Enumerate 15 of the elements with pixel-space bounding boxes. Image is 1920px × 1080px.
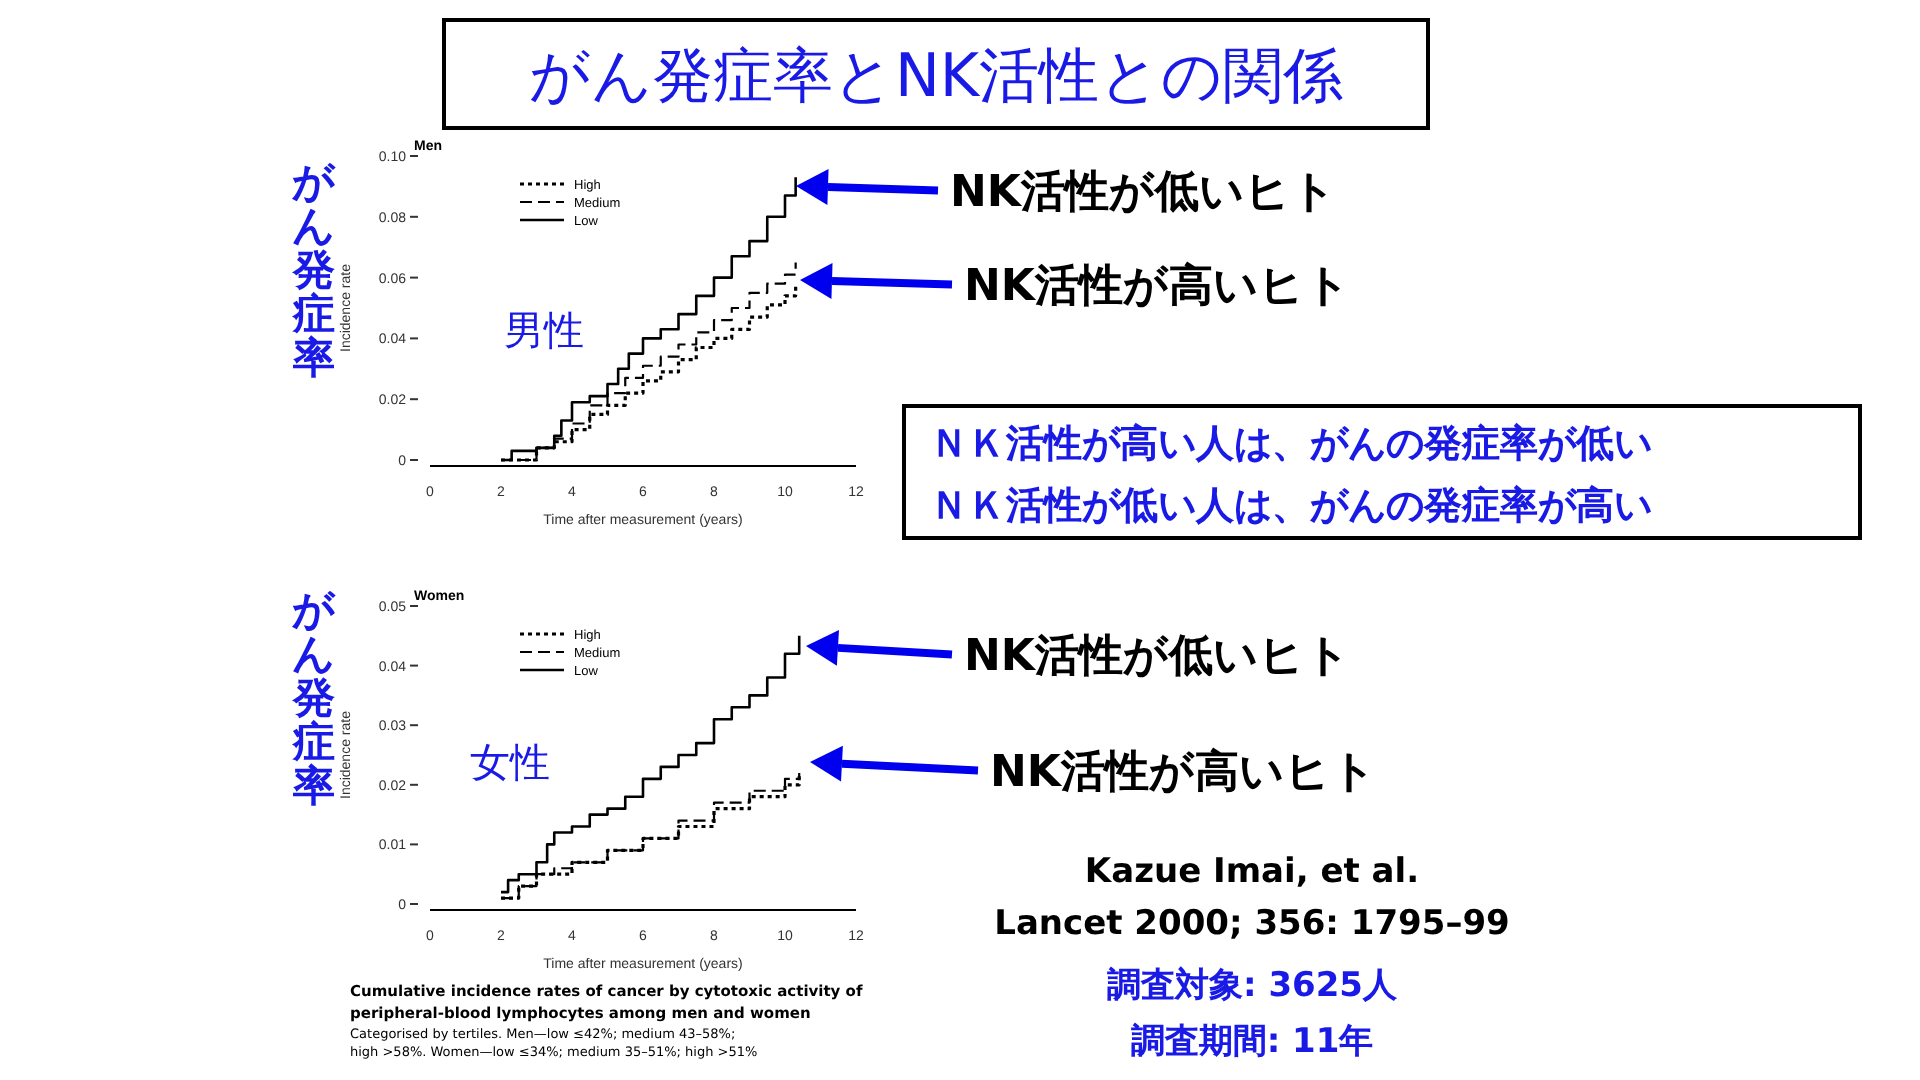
text: NK活性が低いヒト	[950, 168, 1337, 218]
text: NK活性が高いヒト	[964, 260, 1351, 312]
text: ＮＫ活性が低い人は、がんの発症率が高い	[930, 484, 1652, 528]
annotation: 男性	[504, 306, 584, 354]
text: がん発症率	[290, 158, 336, 383]
text: Lancet 2000; 356: 1795–99	[994, 904, 1510, 944]
text: Kazue Imai, et al.	[1084, 852, 1420, 892]
text: がん発症率とNK活性との関係	[528, 42, 1344, 112]
text: ＮＫ活性が高い人は、がんの発症率が低い	[930, 422, 1652, 466]
text: NK活性が高いヒト	[990, 746, 1377, 798]
text: NK活性が低いヒト	[964, 632, 1351, 682]
text: がん発症率	[290, 586, 336, 811]
text: 調査期間: 11年	[1130, 1022, 1374, 1062]
text: 調査対象: 3625人	[1106, 966, 1400, 1006]
annotation: 女性	[470, 738, 550, 786]
